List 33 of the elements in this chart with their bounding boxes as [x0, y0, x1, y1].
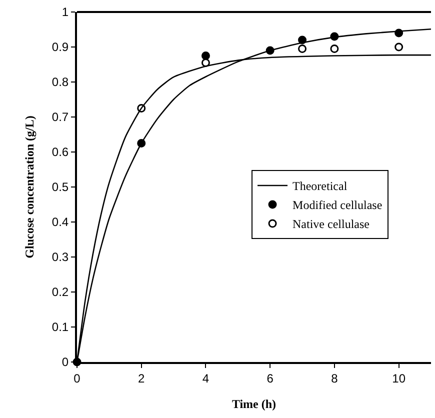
x-axis-title: Time (h) [232, 396, 276, 411]
point [394, 28, 404, 38]
y-tick-label: 0.2 [52, 285, 69, 300]
y-tick-label: 0.8 [52, 75, 69, 90]
y-axis-title: Glucose concentration (g/L) [22, 116, 37, 258]
point [330, 44, 339, 53]
x-tick-label: 4 [202, 371, 210, 386]
point [298, 44, 307, 53]
y-tick-label: 0.7 [52, 110, 69, 124]
point [298, 36, 307, 44]
legend-label: Theoretical [292, 179, 348, 194]
point [201, 58, 210, 67]
legend-label: Modified cellulase [292, 198, 382, 212]
point [394, 42, 404, 52]
point [137, 104, 146, 112]
x-tick-label: 10 [392, 371, 406, 386]
point [137, 139, 146, 148]
y-tick-label: 0.9 [52, 40, 69, 54]
y-tick-label: 0 [62, 355, 69, 370]
x-tick-label: 6 [266, 371, 274, 386]
y-tick-label: 0.5 [52, 180, 69, 194]
y-tick-label: 0.1 [52, 320, 69, 334]
x-tick-label: 2 [138, 371, 146, 386]
point [330, 32, 339, 41]
legend-label: Native cellulase [292, 217, 370, 232]
y-tick-label: 0.3 [52, 250, 69, 264]
x-tick-label: 0 [74, 371, 81, 386]
y-tick-label: 0.4 [52, 215, 69, 230]
x-tick-label: 8 [331, 371, 338, 386]
y-tick-label: 0.6 [52, 145, 69, 160]
point [201, 52, 210, 60]
point [266, 46, 274, 55]
y-tick-label: 1 [62, 5, 69, 20]
